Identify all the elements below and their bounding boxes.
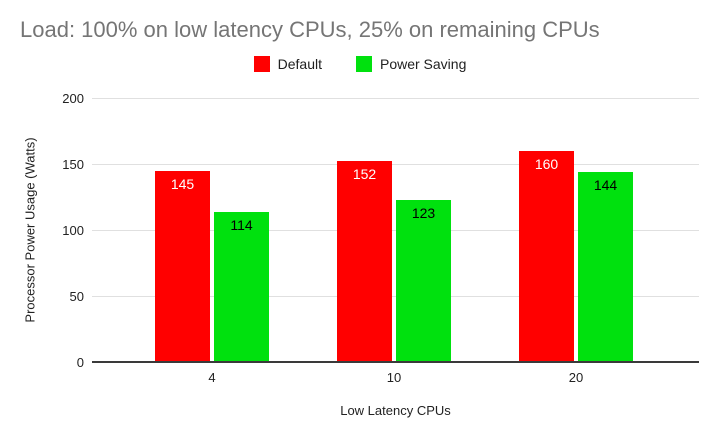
bar-value-label: 145 (170, 175, 195, 192)
bar-default: 152 (337, 161, 392, 362)
gridline (92, 229, 699, 231)
x-tick-label: 4 (208, 370, 216, 385)
x-axis-title: Low Latency CPUs (340, 403, 451, 418)
bar-value-label: 160 (534, 155, 559, 172)
bar-default: 145 (155, 170, 210, 362)
y-tick-label: 0 (76, 355, 84, 370)
legend: Default Power Saving (0, 54, 720, 74)
legend-item-power-saving: Power Saving (355, 56, 467, 72)
bar-value-label: 152 (352, 166, 377, 183)
legend-label: Default (277, 56, 322, 72)
bar-value-label: 123 (411, 204, 436, 221)
x-axis-line (92, 361, 699, 363)
y-tick-label: 100 (62, 223, 84, 238)
bar-power-saving: 114 (214, 211, 269, 362)
legend-label: Power Saving (379, 56, 467, 72)
bar-default: 160 (519, 150, 574, 362)
x-tick-label: 10 (386, 370, 402, 385)
legend-swatch-icon (355, 56, 372, 72)
bar-value-label: 114 (230, 216, 253, 233)
legend-swatch-icon (253, 56, 270, 72)
y-tick-label: 200 (62, 91, 84, 106)
y-tick-label: 50 (69, 289, 84, 304)
gridline (92, 97, 699, 99)
gridline (92, 295, 699, 297)
x-tick-label: 20 (568, 370, 584, 385)
y-tick-label: 150 (62, 157, 84, 172)
bar-power-saving: 144 (578, 171, 633, 362)
gridline (92, 163, 699, 165)
chart-title: Load: 100% on low latency CPUs, 25% on r… (20, 17, 600, 42)
legend-item-default: Default (253, 56, 322, 72)
bar-power-saving: 123 (396, 199, 451, 362)
bar-value-label: 144 (593, 176, 618, 193)
